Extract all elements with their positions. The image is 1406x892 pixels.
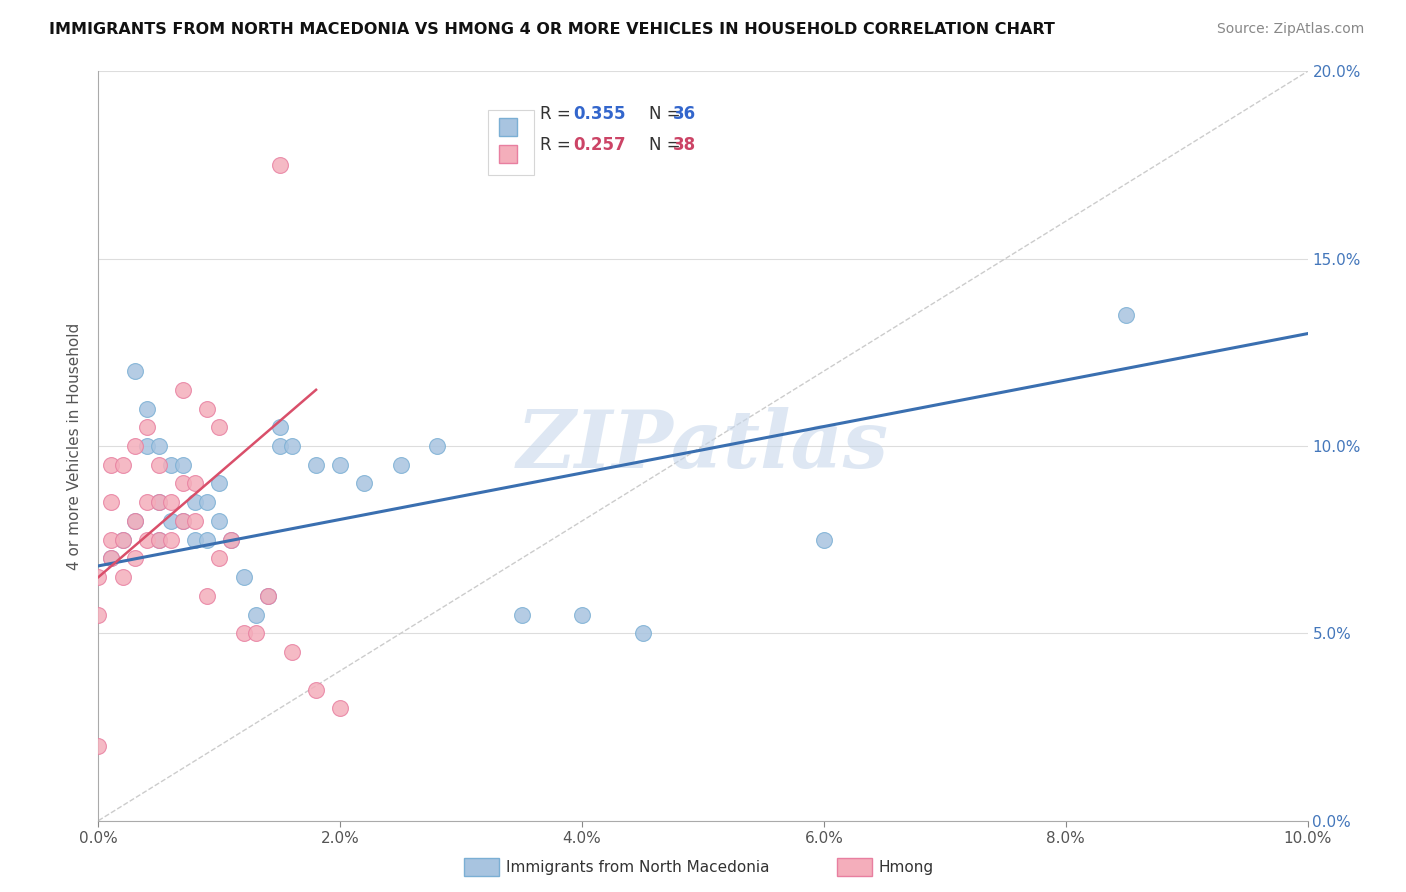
Point <box>148 533 170 547</box>
Point <box>160 458 183 472</box>
Point <box>124 439 146 453</box>
Text: Source: ZipAtlas.com: Source: ZipAtlas.com <box>1216 22 1364 37</box>
Text: 38: 38 <box>672 136 696 154</box>
Point <box>353 476 375 491</box>
Point <box>148 439 170 453</box>
Point <box>172 458 194 472</box>
Legend: , : , <box>488 110 534 175</box>
Point <box>172 514 194 528</box>
Point <box>148 458 170 472</box>
Point <box>221 533 243 547</box>
Y-axis label: 4 or more Vehicles in Household: 4 or more Vehicles in Household <box>67 322 83 570</box>
Text: N =: N = <box>648 104 686 122</box>
Point <box>245 607 267 622</box>
Point <box>160 533 183 547</box>
Point <box>135 420 157 434</box>
Point <box>813 533 835 547</box>
Text: N =: N = <box>648 136 686 154</box>
Point <box>195 401 218 416</box>
Point <box>148 495 170 509</box>
Point <box>111 458 134 472</box>
Point <box>87 607 110 622</box>
Point <box>195 533 218 547</box>
Point <box>184 476 207 491</box>
Point <box>124 551 146 566</box>
Point <box>426 439 449 453</box>
Point <box>208 551 231 566</box>
Point <box>184 495 207 509</box>
Point <box>160 495 183 509</box>
Point <box>172 514 194 528</box>
Point <box>135 439 157 453</box>
Text: 36: 36 <box>672 104 696 122</box>
Point <box>100 551 122 566</box>
Point <box>1115 308 1137 322</box>
Point <box>208 514 231 528</box>
Point <box>269 420 291 434</box>
Point <box>148 533 170 547</box>
Point <box>172 383 194 397</box>
Point <box>281 439 304 453</box>
Point <box>208 420 231 434</box>
Text: ZIPatlas: ZIPatlas <box>517 408 889 484</box>
Point <box>329 701 352 715</box>
Point <box>172 476 194 491</box>
Point <box>631 626 654 640</box>
Point <box>100 533 122 547</box>
Point <box>305 458 328 472</box>
Point <box>135 495 157 509</box>
Text: R =: R = <box>540 104 576 122</box>
Point <box>232 570 254 584</box>
Point <box>111 570 134 584</box>
Point <box>124 514 146 528</box>
Point <box>87 570 110 584</box>
Point <box>195 589 218 603</box>
Point <box>245 626 267 640</box>
Point <box>160 514 183 528</box>
Point <box>305 682 328 697</box>
Point <box>208 476 231 491</box>
Point <box>195 495 218 509</box>
Point <box>232 626 254 640</box>
Text: 0.257: 0.257 <box>574 136 626 154</box>
Text: 0.355: 0.355 <box>574 104 626 122</box>
Point <box>100 495 122 509</box>
Text: IMMIGRANTS FROM NORTH MACEDONIA VS HMONG 4 OR MORE VEHICLES IN HOUSEHOLD CORRELA: IMMIGRANTS FROM NORTH MACEDONIA VS HMONG… <box>49 22 1054 37</box>
Point <box>135 533 157 547</box>
Text: Hmong: Hmong <box>879 860 934 874</box>
Point <box>100 551 122 566</box>
Point <box>100 458 122 472</box>
Text: R =: R = <box>540 136 576 154</box>
Point <box>111 533 134 547</box>
Point <box>269 158 291 172</box>
Point <box>184 533 207 547</box>
Point <box>571 607 593 622</box>
Point <box>111 533 134 547</box>
Point <box>135 401 157 416</box>
Point <box>256 589 278 603</box>
Point <box>269 439 291 453</box>
Point <box>124 364 146 378</box>
Point <box>124 514 146 528</box>
Point <box>221 533 243 547</box>
Point <box>389 458 412 472</box>
Point <box>329 458 352 472</box>
Point <box>281 645 304 659</box>
Point <box>510 607 533 622</box>
Point <box>184 514 207 528</box>
Point <box>87 739 110 753</box>
Point <box>148 495 170 509</box>
Point <box>256 589 278 603</box>
Text: Immigrants from North Macedonia: Immigrants from North Macedonia <box>506 860 769 874</box>
